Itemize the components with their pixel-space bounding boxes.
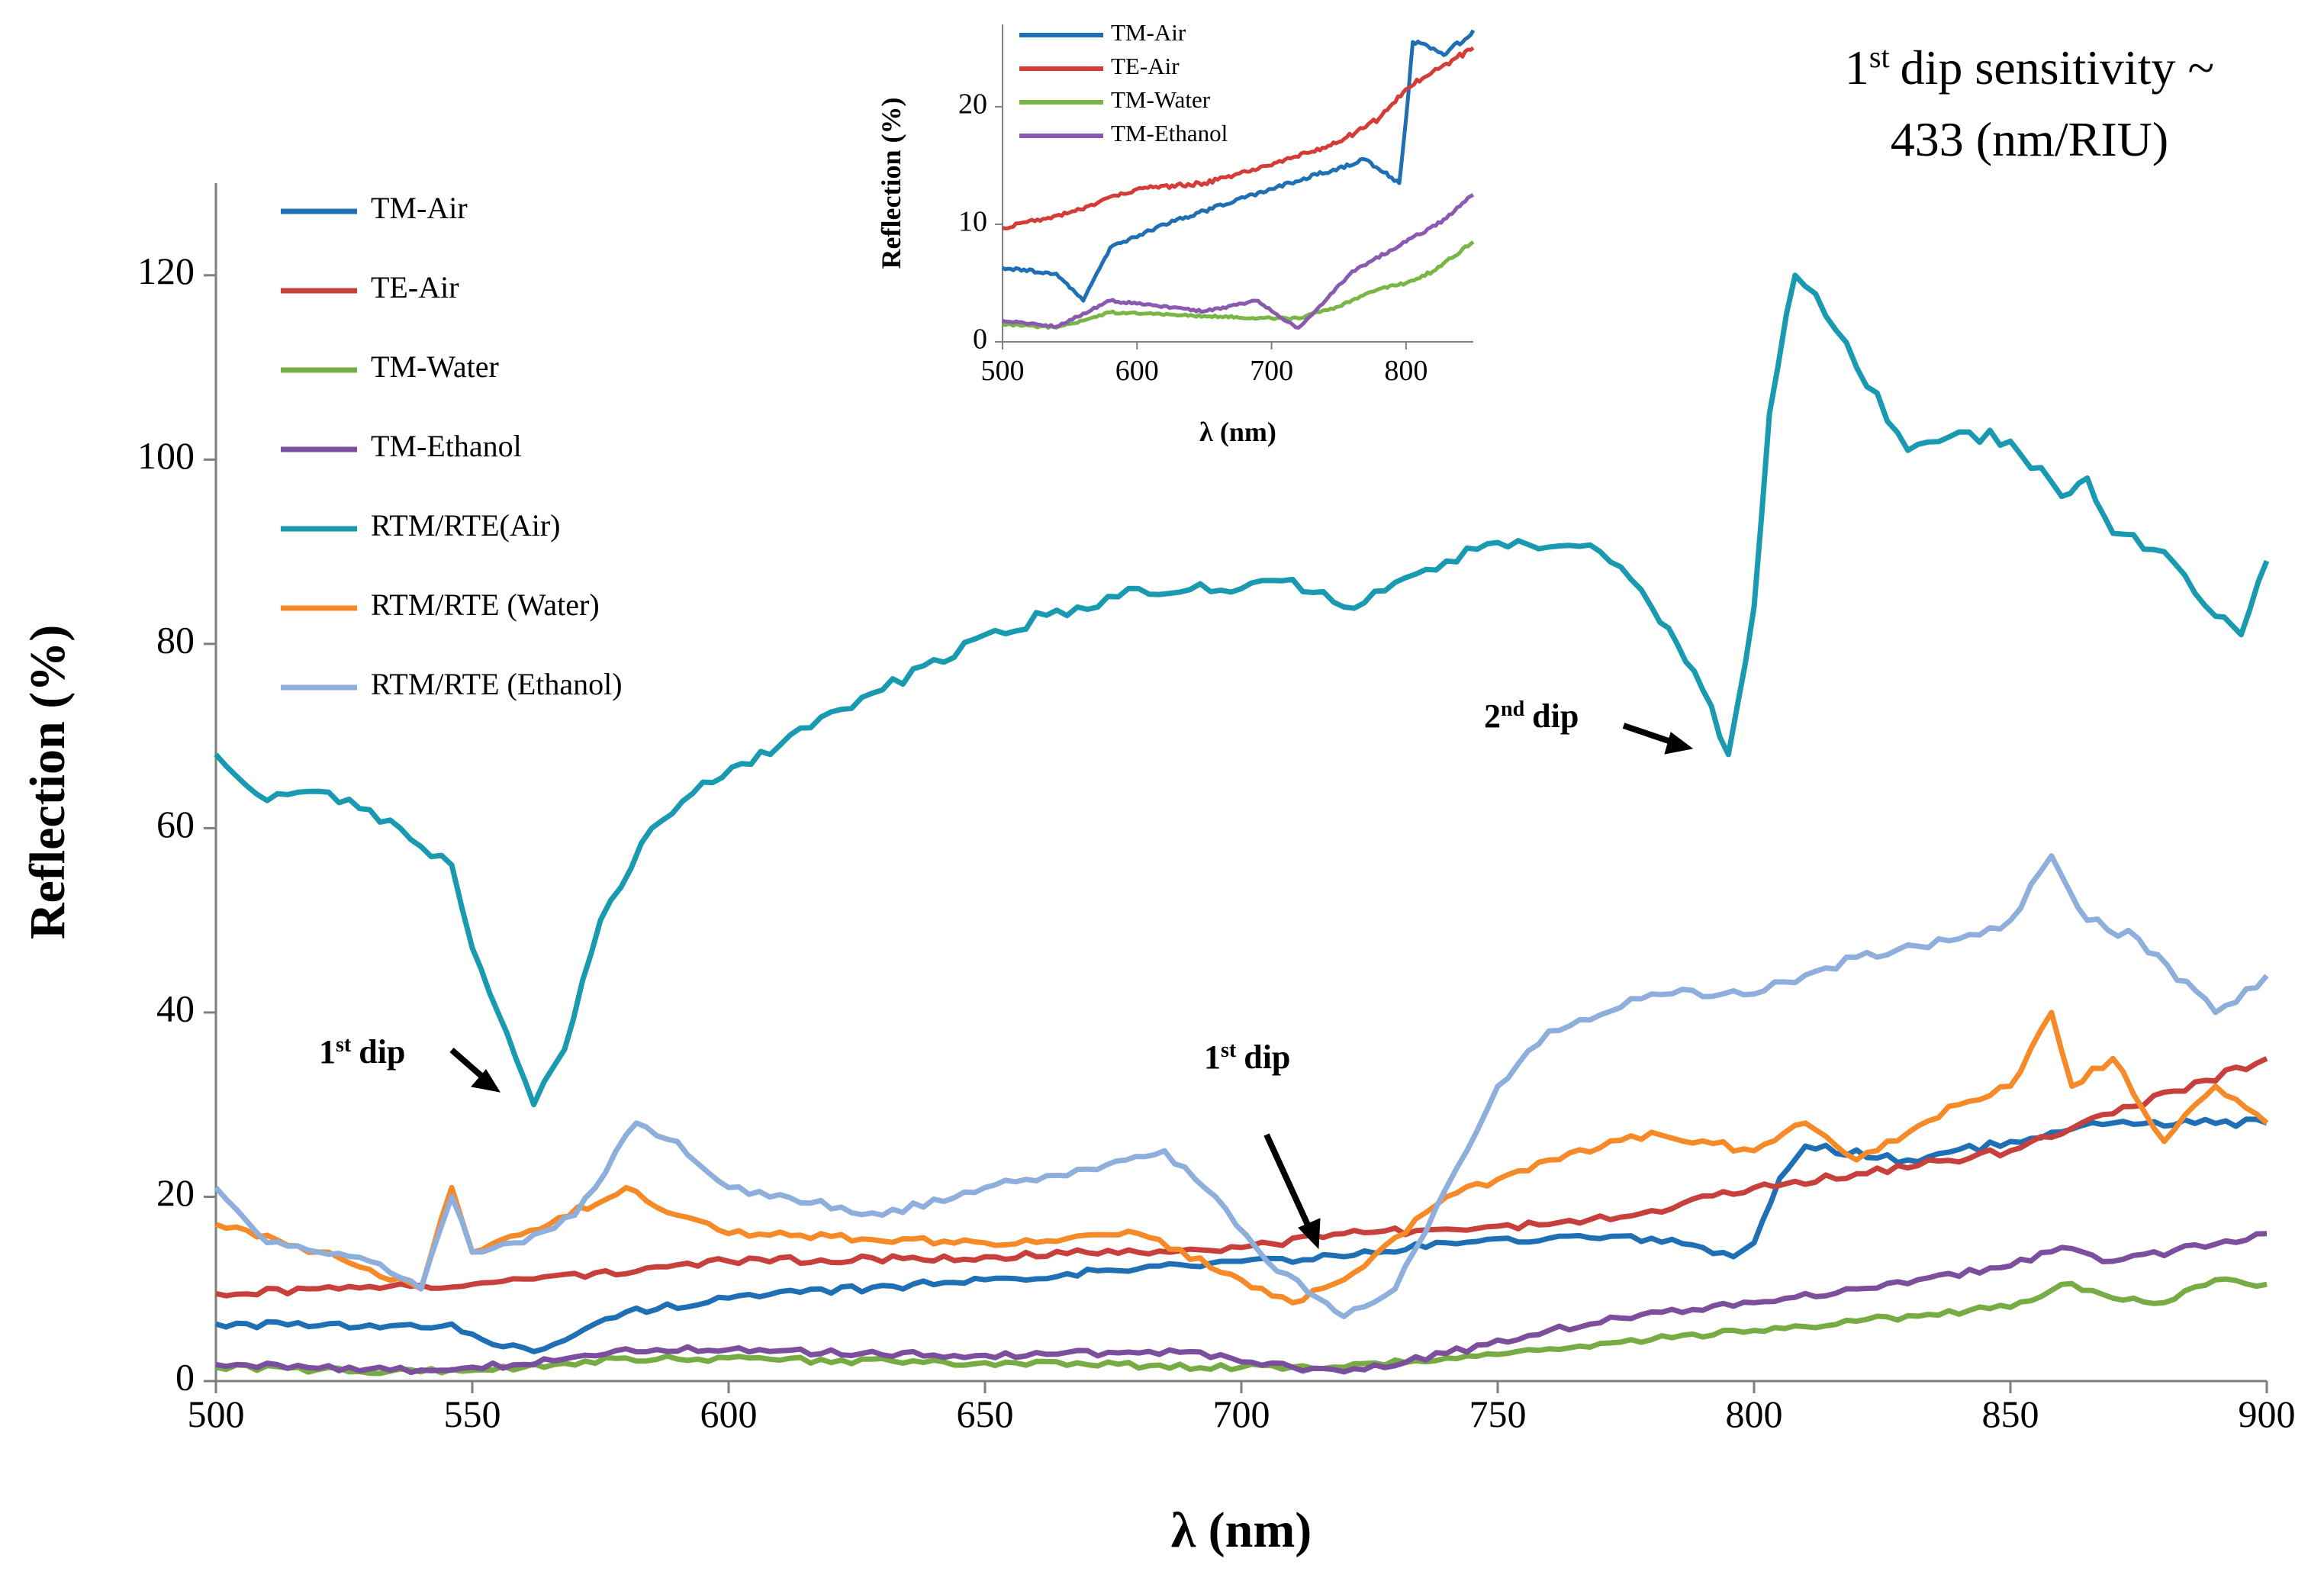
main-series-tm-air <box>214 1116 2268 1354</box>
main-x-tick-label: 800 <box>1726 1393 1783 1435</box>
main-legend-label-tm-water: TM-Water <box>371 349 499 384</box>
main-legend-label-te-air: TE-Air <box>371 270 459 304</box>
annotation-first-dip-left: 1st dip <box>319 1033 405 1071</box>
main-legend-label-tm-ethanol: TM-Ethanol <box>371 429 522 463</box>
inset-legend-label-tm-water: TM-Water <box>1111 86 1211 113</box>
inset-x-tick-label: 700 <box>1250 355 1293 387</box>
arrowhead-first-dip-middle <box>1298 1218 1321 1250</box>
inset-plot: 500 600 700 800 0 10 20 λ (nm) Reflection (%) TM-… <box>876 19 1476 447</box>
main-legend-label-rtm-rte-air: RTM/RTE(Air) <box>371 508 561 543</box>
main-x-tick-label: 550 <box>444 1393 501 1435</box>
main-legend-label-rtm-rte-water: RTM/RTE (Water) <box>371 588 600 622</box>
main-x-tick-label: 700 <box>1213 1393 1270 1435</box>
main-x-axis-title: λ (nm) <box>1171 1502 1312 1558</box>
arrow-second-dip <box>1622 723 1672 745</box>
main-y-tick-label: 120 <box>137 250 195 292</box>
main-y-tick-label: 40 <box>156 987 195 1029</box>
main-y-tick-label: 0 <box>175 1355 195 1398</box>
main-x-tick-label: 650 <box>957 1393 1014 1435</box>
main-x-tick-label: 850 <box>1982 1393 2039 1435</box>
main-series-tm-water <box>215 1276 2268 1377</box>
inset-legend-label-te-air: TE-Air <box>1111 53 1180 79</box>
inset-series-tm-ethanol <box>1002 193 1475 330</box>
inset-x-tick-label: 500 <box>981 355 1025 387</box>
main-legend-label-tm-air: TM-Air <box>371 191 468 225</box>
inset-legend-label-tm-air: TM-Air <box>1111 19 1186 46</box>
inset-y-axis-title: Reflection (%) <box>876 98 906 269</box>
annotation-arrows <box>449 723 1694 1250</box>
sensitivity-line-2: 433 (nm/RIU) <box>1891 112 2168 166</box>
inset-series-te-air <box>1002 46 1475 230</box>
inset-y-tick-label: 0 <box>973 324 987 356</box>
inset-series-tm-water <box>1002 240 1475 330</box>
inset-y-tick-label: 10 <box>958 206 987 238</box>
main-legend-label-rtm-rte-ethanol: RTM/RTE (Ethanol) <box>371 667 623 701</box>
main-series-rtm-rte-ethanol <box>214 853 2269 1319</box>
main-series-te-air <box>215 1056 2268 1299</box>
main-y-tick-label: 80 <box>156 618 195 661</box>
inset-x-tick-label: 800 <box>1384 355 1428 387</box>
sensitivity-line-1: 1st dip sensitivity ~ <box>1845 40 2214 95</box>
main-series-tm-ethanol <box>215 1231 2268 1376</box>
annotation-first-dip-middle: 1st dip <box>1204 1038 1290 1077</box>
inset-x-tick-label: 600 <box>1115 355 1159 387</box>
arrow-first-dip-middle <box>1263 1133 1314 1233</box>
main-plot: 500 550 600 650 700 750 800 850 9000204060801001… <box>20 183 2296 1558</box>
main-series-rtm-rte-air <box>214 272 2270 1108</box>
arrowhead-first-dip-left <box>471 1069 501 1093</box>
main-series-rtm-rte-water <box>214 1009 2269 1306</box>
main-y-tick-label: 60 <box>156 803 195 845</box>
inset-x-axis-title: λ (nm) <box>1199 417 1276 447</box>
main-y-tick-label: 100 <box>137 434 195 477</box>
main-x-tick-label: 900 <box>2239 1393 2296 1435</box>
main-x-tick-label: 500 <box>188 1393 245 1435</box>
main-x-tick-label: 750 <box>1469 1393 1527 1435</box>
annotation-second-dip: 2nd dip <box>1484 697 1579 736</box>
arrowhead-second-dip <box>1664 732 1694 755</box>
inset-y-tick-label: 20 <box>958 89 987 121</box>
main-y-axis-title: Reflection (%) <box>20 625 76 939</box>
main-x-tick-label: 600 <box>700 1393 758 1435</box>
main-y-tick-label: 20 <box>156 1171 195 1214</box>
inset-legend-label-tm-ethanol: TM-Ethanol <box>1111 120 1228 147</box>
inset-series-tm-air <box>1001 29 1476 303</box>
